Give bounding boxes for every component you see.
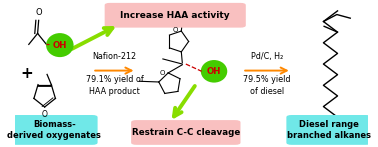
Text: OH: OH: [207, 67, 221, 76]
Text: O: O: [36, 8, 42, 17]
Text: Nafion-212: Nafion-212: [93, 52, 136, 61]
Text: Restrain C-C cleavage: Restrain C-C cleavage: [132, 128, 240, 137]
Text: O: O: [159, 70, 165, 76]
Text: +: +: [21, 66, 33, 81]
Ellipse shape: [201, 60, 227, 83]
FancyBboxPatch shape: [287, 115, 371, 145]
Text: Pd/C, H₂: Pd/C, H₂: [251, 52, 283, 61]
Ellipse shape: [46, 33, 74, 57]
Text: OH: OH: [53, 41, 67, 50]
FancyBboxPatch shape: [105, 3, 246, 28]
Text: O: O: [42, 110, 48, 119]
Text: Increase HAA activity: Increase HAA activity: [121, 11, 230, 20]
Text: Diesel range
branched alkanes: Diesel range branched alkanes: [287, 120, 371, 140]
Text: 79.1% yield of
HAA product: 79.1% yield of HAA product: [86, 75, 143, 96]
Text: Biomass-
derived oxygenates: Biomass- derived oxygenates: [8, 120, 101, 140]
Text: 79.5% yield
of diesel: 79.5% yield of diesel: [243, 75, 291, 96]
FancyBboxPatch shape: [131, 120, 240, 145]
Text: O: O: [172, 27, 178, 33]
FancyBboxPatch shape: [11, 115, 98, 145]
